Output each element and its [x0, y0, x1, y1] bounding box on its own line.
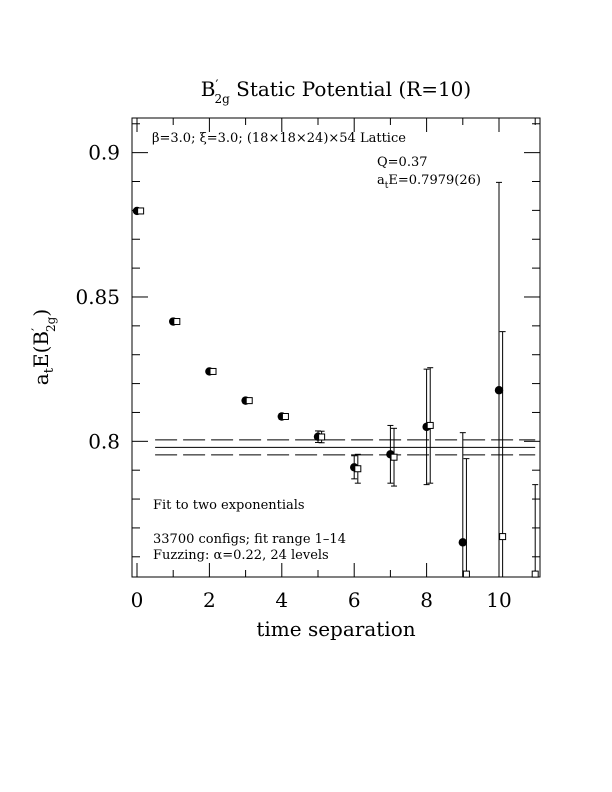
x-tick-label: 0 — [131, 588, 144, 612]
data-point-square — [281, 412, 289, 420]
data-series-group — [132, 181, 539, 578]
data-point-square — [245, 397, 253, 405]
x-tick-label: 10 — [486, 588, 511, 612]
data-point-square — [209, 367, 217, 375]
x-tick-labels: 0 2 4 6 8 10 — [131, 588, 512, 612]
series-open-squares — [137, 207, 539, 578]
data-point-square — [137, 207, 145, 215]
series-filled-circles — [132, 181, 504, 577]
y-axis-label: atE(B′2g) — [29, 309, 58, 385]
x-tick-label: 2 — [203, 588, 216, 612]
plot-frame-group — [131, 117, 541, 578]
fit-lines-group — [155, 439, 536, 456]
fit-type-label: Fit to two exponentials — [153, 498, 305, 513]
data-point-square — [531, 570, 539, 578]
fuzzing-label: Fuzzing: α=0.22, 24 levels — [153, 548, 329, 563]
lattice-label: β=3.0; ξ=3.0; (18×18×24)×54 Lattice — [152, 131, 406, 146]
y-tick-label: 0.85 — [75, 285, 120, 309]
y-tick-label: 0.8 — [88, 429, 120, 453]
data-point-square — [390, 453, 398, 461]
data-point-square — [173, 318, 181, 326]
y-tick-label: 0.9 — [88, 141, 120, 165]
x-tick-label: 4 — [275, 588, 288, 612]
x-tick-label: 8 — [420, 588, 433, 612]
data-point-square — [499, 533, 507, 541]
chart-title: B′ 2g Static Potential (R=10) — [201, 77, 471, 106]
data-point-square — [318, 433, 326, 441]
fit-q-value: Q=0.37 — [377, 155, 428, 170]
data-point-square — [426, 421, 434, 429]
data-point-square — [354, 465, 362, 473]
y-tick-labels: 0.8 0.85 0.9 — [75, 141, 120, 454]
data-point-circle — [494, 386, 504, 395]
data-point-square — [462, 570, 470, 578]
x-axis-label: time separation — [256, 617, 415, 641]
configs-label: 33700 configs; fit range 1–14 — [153, 532, 346, 547]
plot-border — [131, 117, 541, 578]
data-point-circle — [458, 538, 467, 547]
fit-energy-value: atE=0.7979(26) — [377, 173, 481, 191]
x-tick-label: 6 — [348, 588, 361, 612]
